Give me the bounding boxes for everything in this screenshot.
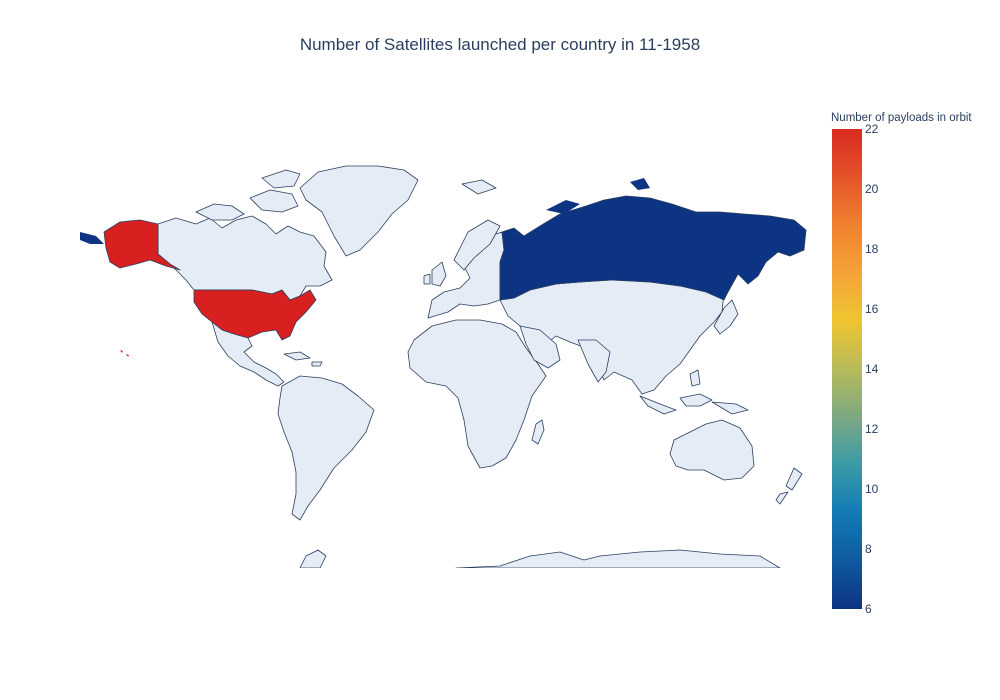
colorbar-tick-label: 20 [865,182,879,196]
colorbar-gradient [832,129,862,609]
colorbar-tick-label: 8 [865,542,872,556]
africa-shape [407,319,547,469]
russia-shape [499,195,807,301]
caribbean-shape [283,351,323,367]
colorbar [832,129,862,609]
hawaii-shape [120,350,129,357]
chart-title: Number of Satellites launched per countr… [299,35,701,54]
antarctica-shape [299,549,781,568]
indonesia-shape [639,369,749,415]
greenland-shape [299,165,419,257]
alaska-shape [103,219,181,271]
mexico-shape [211,321,285,387]
arctic-islands-shape [195,169,301,221]
south-america-shape [277,375,375,521]
madagascar-shape [531,419,545,445]
japan-shape [713,299,739,335]
scandinavia-shape [453,219,501,271]
colorbar-tick-label: 18 [865,242,879,256]
colorbar-tick-label: 10 [865,482,879,496]
canada-shape [157,215,333,301]
australia-shape [669,419,755,481]
colorbar-title: Number of payloads in orbit [831,112,972,124]
new-zealand-shape [775,467,803,505]
colorbar-tick-label: 14 [865,362,879,376]
usa-shape [193,289,317,341]
colorbar-tick-label: 22 [865,122,879,136]
colorbar-tick-label: 16 [865,302,879,316]
colorbar-tick-label: 6 [865,602,872,616]
india-shape [577,339,611,383]
arabia-shape [519,325,561,369]
british-isles-shape [423,179,497,287]
colorbar-tick-label: 12 [865,422,879,436]
